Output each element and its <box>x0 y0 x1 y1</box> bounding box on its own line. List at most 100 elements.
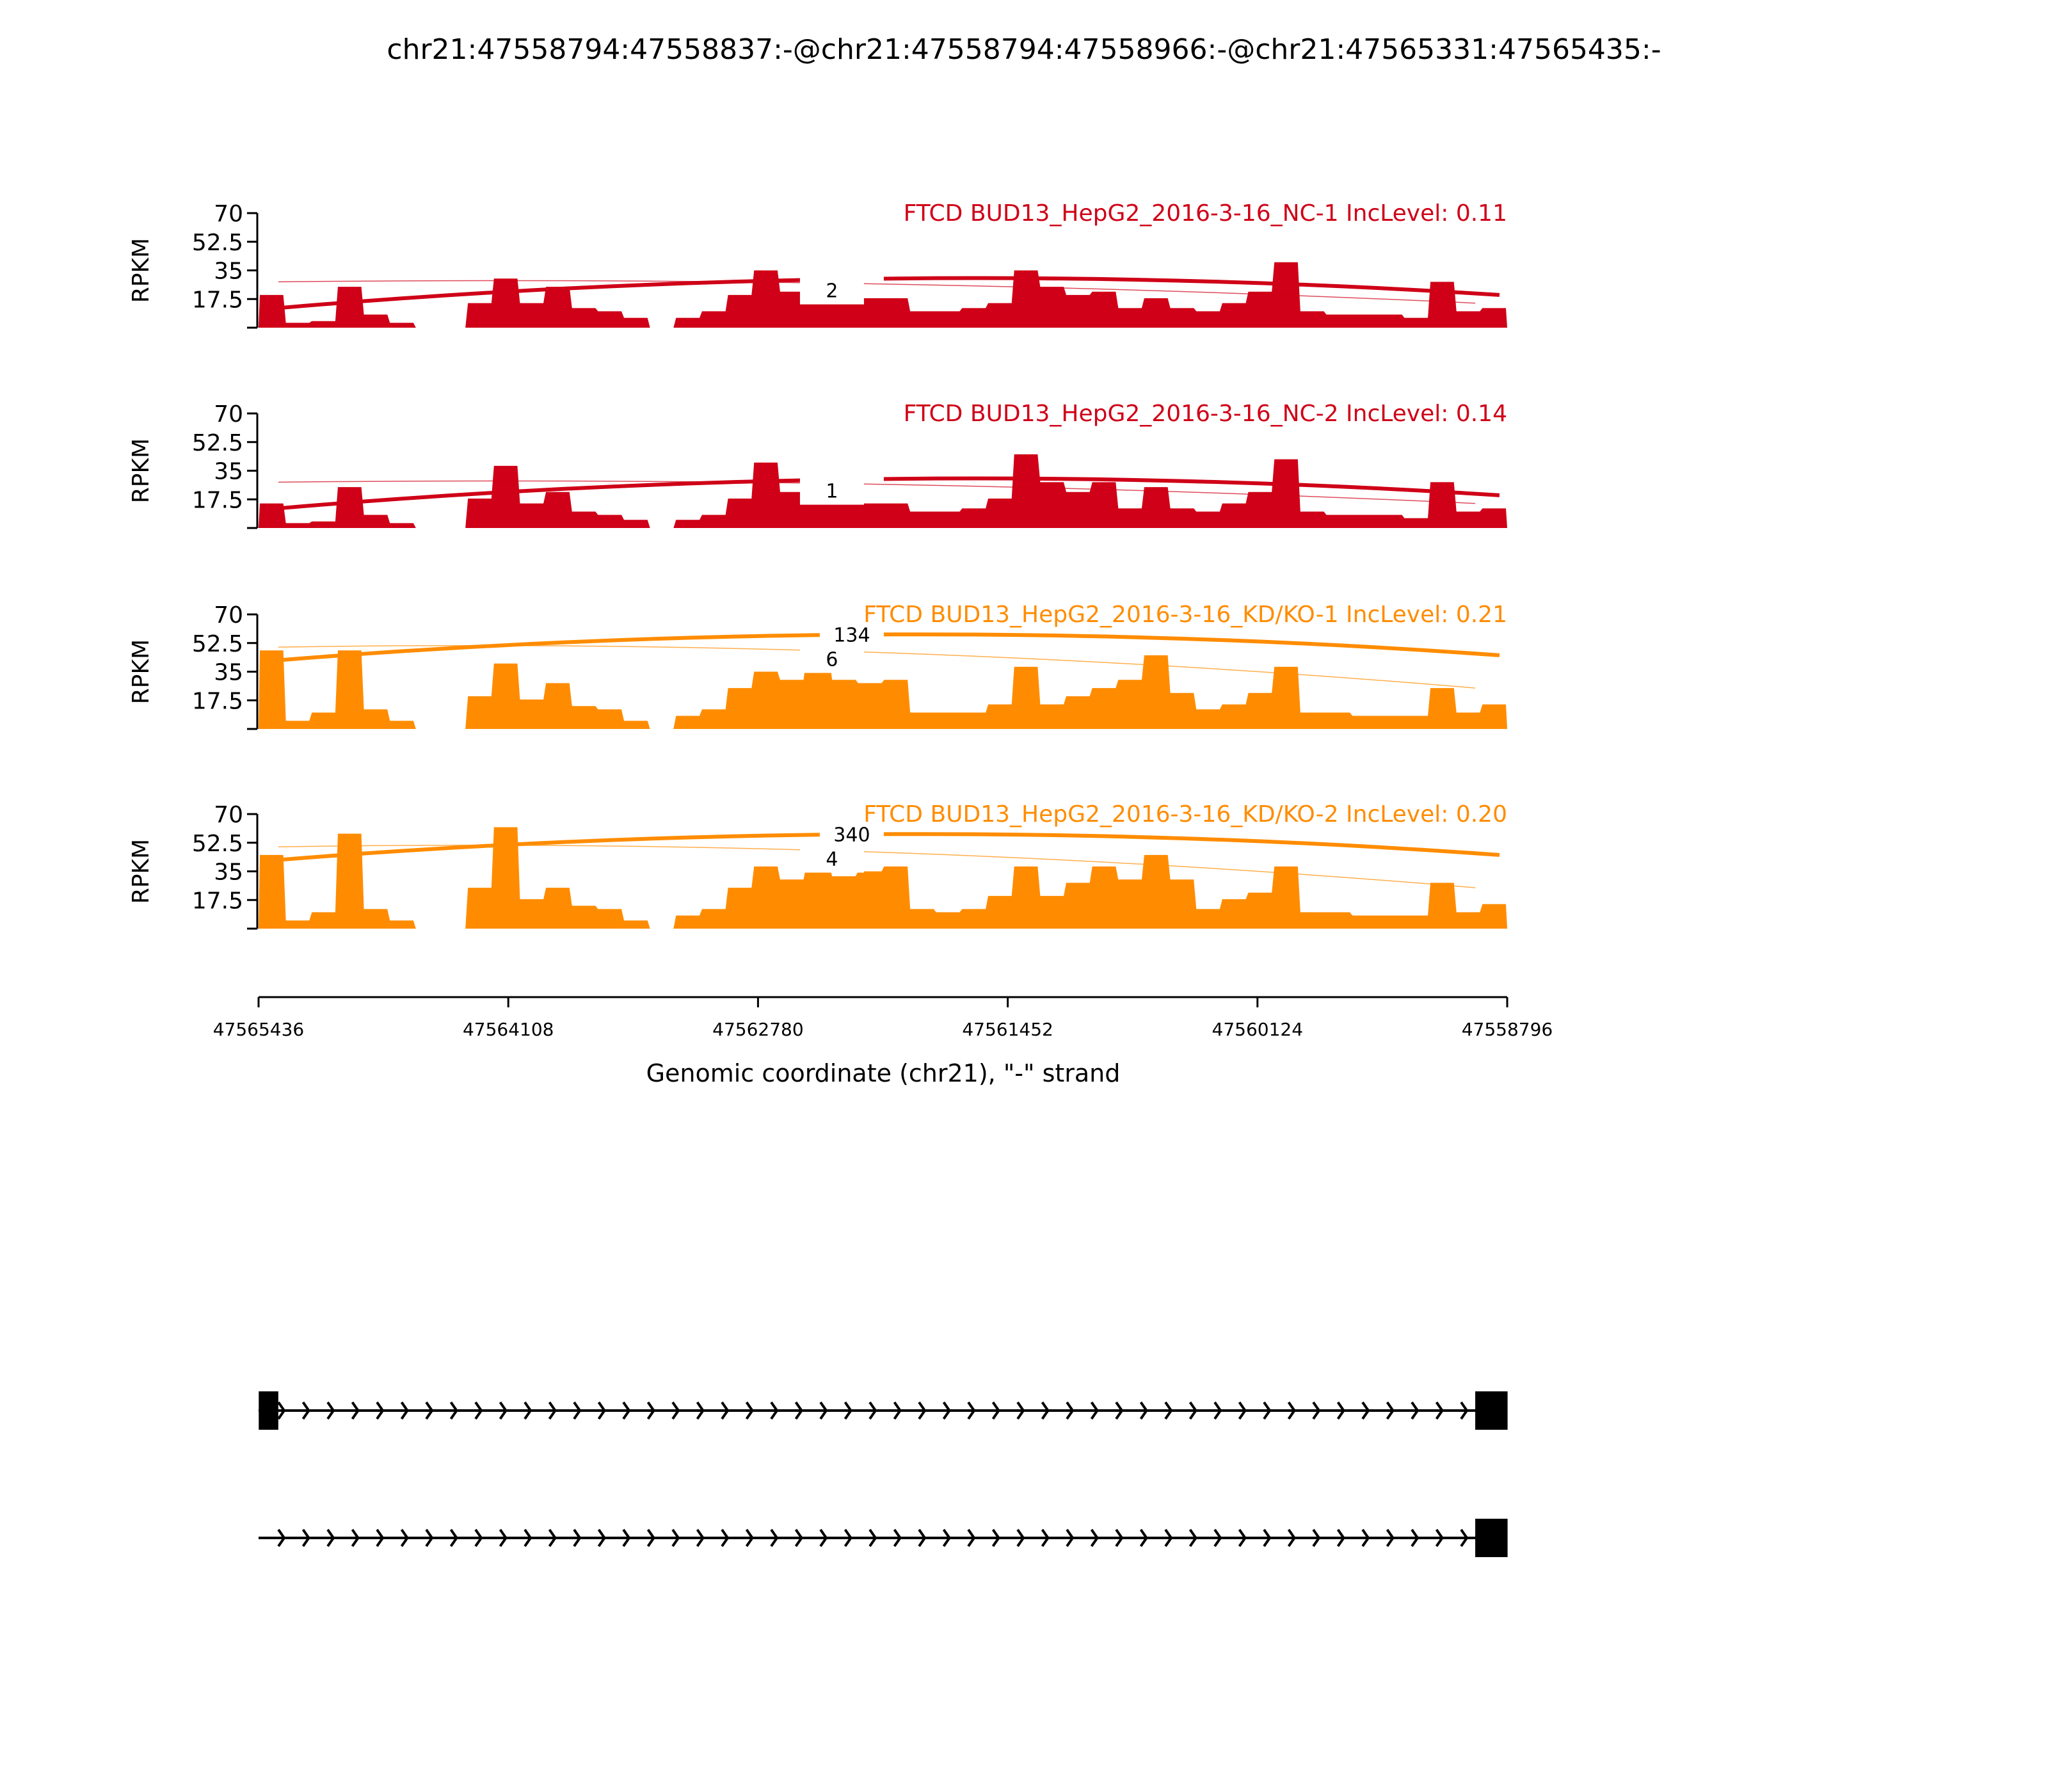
strand-arrow-icon <box>1164 1528 1173 1548</box>
junction-arc <box>278 832 1500 862</box>
strand-arrow-icon <box>1386 1528 1395 1548</box>
coverage-panel: 1 17.535 52.570 RPKM FTCD BUD13_HepG2_2016-3… <box>128 401 1507 529</box>
junction-label-box <box>819 620 884 649</box>
strand-arrow-icon <box>646 1528 655 1548</box>
strand-arrow-icon <box>400 1528 409 1548</box>
junction-count: 6 <box>826 648 838 671</box>
strand-arrow-icon <box>449 1401 458 1420</box>
y-tick-label: 35 <box>214 459 243 485</box>
strand-arrow-icon <box>1115 1528 1124 1548</box>
strand-arrow-icon <box>1213 1401 1222 1420</box>
strand-arrow-icon <box>819 1528 828 1548</box>
strand-arrow-icon <box>474 1528 483 1548</box>
junction-arc <box>278 844 1476 888</box>
junction-arc <box>278 280 1476 304</box>
panel-title: FTCD BUD13_HepG2_2016-3-16_KD/KO-2 IncLe… <box>863 801 1507 828</box>
strand-arrow-icon <box>868 1528 877 1548</box>
strand-arrow-icon <box>819 1401 828 1420</box>
y-axis-label: RPKM <box>128 238 154 303</box>
strand-arrow-icon <box>573 1528 582 1548</box>
strand-arrow-icon <box>1066 1401 1075 1420</box>
y-tick-label: 17.5 <box>192 287 243 313</box>
y-tick-label: 35 <box>214 860 243 886</box>
strand-arrow-icon <box>1361 1401 1370 1420</box>
junction-count: 4 <box>826 848 838 870</box>
strand-arrow-icon <box>1263 1528 1272 1548</box>
strand-arrow-icon <box>967 1401 976 1420</box>
strand-arrow-icon <box>1411 1401 1420 1420</box>
strand-arrow-icon <box>1164 1401 1173 1420</box>
transcript-tracks <box>259 1391 1508 1557</box>
strand-arrow-icon <box>548 1528 557 1548</box>
y-tick-label: 52.5 <box>192 430 243 456</box>
x-tick-label: 47558796 <box>1462 1019 1553 1040</box>
strand-arrow-icon <box>351 1401 360 1420</box>
strand-arrow-icon <box>1460 1401 1469 1420</box>
strand-arrow-icon <box>1238 1401 1247 1420</box>
y-tick-label: 17.5 <box>192 888 243 914</box>
junction-arc <box>278 276 1500 310</box>
exon-block <box>1475 1391 1508 1430</box>
strand-arrow-icon <box>1188 1401 1197 1420</box>
strand-arrow-icon <box>449 1528 458 1548</box>
strand-arrow-icon <box>1287 1401 1296 1420</box>
junction-label-box <box>799 844 864 873</box>
strand-arrow-icon <box>696 1401 705 1420</box>
junction-label-box <box>799 276 864 305</box>
strand-arrow-icon <box>425 1528 434 1548</box>
panel-title: FTCD BUD13_HepG2_2016-3-16_NC-2 IncLevel… <box>904 401 1507 427</box>
x-tick-label: 47564108 <box>463 1019 554 1040</box>
strand-arrow-icon <box>1188 1528 1197 1548</box>
transcript <box>259 1391 1508 1430</box>
strand-arrow-icon <box>1090 1528 1099 1548</box>
strand-arrow-icon <box>1336 1528 1345 1548</box>
strand-arrow-icon <box>1287 1528 1296 1548</box>
strand-arrow-icon <box>548 1401 557 1420</box>
y-tick-label: 52.5 <box>192 631 243 657</box>
strand-arrow-icon <box>1213 1528 1222 1548</box>
y-tick-label: 17.5 <box>192 487 243 513</box>
strand-arrow-icon <box>671 1401 680 1420</box>
y-tick-label: 70 <box>214 201 243 227</box>
x-axis: 47565436 47564108 47562780 47561452 47560124… <box>213 996 1553 1040</box>
junction-count: 134 <box>833 624 870 646</box>
strand-arrow-icon <box>1435 1528 1444 1548</box>
transcript <box>259 1519 1508 1557</box>
strand-arrow-icon <box>967 1528 976 1548</box>
junction-count: 1 <box>826 481 838 503</box>
coverage-area <box>259 827 1507 929</box>
y-tick-label: 70 <box>214 802 243 828</box>
strand-arrow-icon <box>745 1528 754 1548</box>
strand-arrow-icon <box>622 1528 631 1548</box>
junction-arc <box>278 632 1500 662</box>
x-tick-label: 47565436 <box>213 1019 305 1040</box>
strand-arrow-icon <box>1238 1528 1247 1548</box>
junction-arc <box>278 480 1476 504</box>
junction-arc <box>278 644 1476 689</box>
x-tick-label: 47561452 <box>962 1019 1053 1040</box>
strand-arrow-icon <box>277 1528 286 1548</box>
y-tick-label: 70 <box>214 401 243 428</box>
exon-block <box>259 1391 278 1430</box>
y-tick-label: 35 <box>214 259 243 285</box>
strand-arrow-icon <box>499 1528 508 1548</box>
coverage-area <box>259 650 1507 729</box>
strand-arrow-icon <box>1312 1528 1321 1548</box>
strand-arrow-icon <box>721 1528 730 1548</box>
strand-arrow-icon <box>376 1401 385 1420</box>
junction-label-box <box>799 644 864 673</box>
strand-arrow-icon <box>376 1528 385 1548</box>
strand-arrow-icon <box>794 1528 803 1548</box>
strand-arrow-icon <box>794 1401 803 1420</box>
strand-arrow-icon <box>1041 1528 1050 1548</box>
strand-arrow-icon <box>1016 1528 1025 1548</box>
coverage-area <box>259 262 1507 328</box>
strand-arrow-icon <box>1090 1401 1099 1420</box>
strand-arrow-icon <box>524 1528 532 1548</box>
strand-arrow-icon <box>301 1401 310 1420</box>
strand-arrow-icon <box>893 1528 902 1548</box>
strand-arrow-icon <box>524 1401 532 1420</box>
